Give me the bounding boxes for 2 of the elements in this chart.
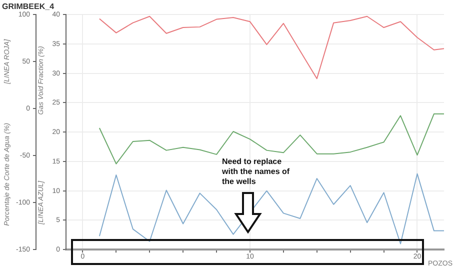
chart-title: GRIMBEEK_4 xyxy=(2,2,55,12)
annotation: Need to replace with the names of the wells xyxy=(222,157,291,187)
